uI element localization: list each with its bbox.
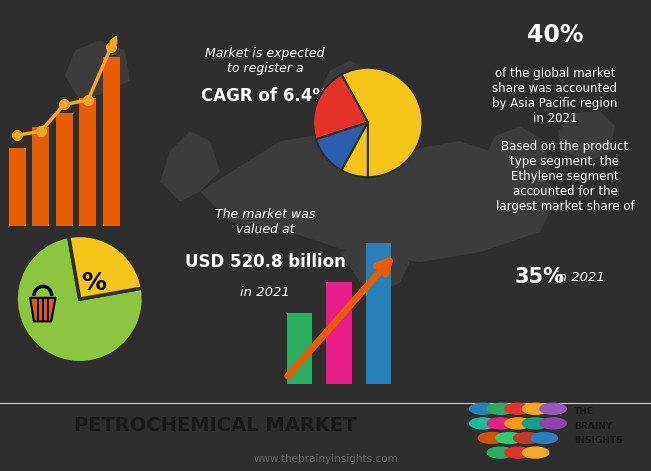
Wedge shape bbox=[69, 236, 143, 299]
Bar bbox=[33, 127, 49, 226]
Text: USD 520.8 billion: USD 520.8 billion bbox=[185, 253, 346, 271]
Polygon shape bbox=[30, 298, 55, 321]
Text: THE: THE bbox=[574, 407, 594, 416]
Wedge shape bbox=[342, 122, 368, 177]
Polygon shape bbox=[160, 131, 220, 202]
Circle shape bbox=[496, 432, 522, 444]
Circle shape bbox=[522, 403, 549, 414]
Text: INSIGHTS: INSIGHTS bbox=[574, 437, 623, 446]
Circle shape bbox=[540, 418, 566, 429]
Circle shape bbox=[505, 447, 531, 458]
Circle shape bbox=[487, 447, 514, 458]
Polygon shape bbox=[485, 126, 550, 192]
Bar bbox=[9, 148, 26, 226]
Circle shape bbox=[531, 432, 557, 444]
Polygon shape bbox=[340, 247, 410, 292]
Circle shape bbox=[469, 418, 496, 429]
Bar bbox=[79, 98, 96, 226]
Text: 35%: 35% bbox=[515, 268, 565, 287]
Text: %: % bbox=[81, 271, 106, 295]
Polygon shape bbox=[558, 111, 615, 162]
FancyArrowPatch shape bbox=[288, 261, 389, 376]
Bar bbox=[366, 243, 391, 384]
Circle shape bbox=[505, 403, 531, 414]
Text: of the global market
share was accounted
by Asia Pacific region
in 2021: of the global market share was accounted… bbox=[492, 67, 618, 125]
Circle shape bbox=[522, 447, 549, 458]
Circle shape bbox=[487, 403, 514, 414]
Polygon shape bbox=[200, 131, 560, 262]
Bar bbox=[287, 313, 312, 384]
Bar bbox=[326, 282, 352, 384]
Polygon shape bbox=[460, 203, 520, 242]
Circle shape bbox=[469, 403, 496, 414]
Text: in 2021: in 2021 bbox=[555, 271, 605, 284]
Circle shape bbox=[514, 432, 540, 444]
Circle shape bbox=[487, 418, 514, 429]
Circle shape bbox=[505, 418, 531, 429]
Polygon shape bbox=[65, 41, 130, 101]
Text: 40%: 40% bbox=[527, 23, 583, 47]
Circle shape bbox=[478, 432, 505, 444]
Text: BRAINY: BRAINY bbox=[574, 422, 613, 431]
Wedge shape bbox=[16, 236, 143, 363]
Wedge shape bbox=[316, 122, 368, 171]
Bar bbox=[103, 57, 120, 226]
Bar bbox=[56, 113, 73, 226]
Text: Market is expected
to register a: Market is expected to register a bbox=[205, 47, 325, 74]
Text: PETROCHEMICAL MARKET: PETROCHEMICAL MARKET bbox=[74, 416, 356, 435]
Text: CAGR of 6.4%: CAGR of 6.4% bbox=[201, 87, 329, 105]
Text: Based on the product
type segment, the
Ethylene segment
accounted for the
larges: Based on the product type segment, the E… bbox=[495, 140, 634, 213]
Circle shape bbox=[522, 418, 549, 429]
Text: www.thebrainyinsights.com: www.thebrainyinsights.com bbox=[253, 455, 398, 464]
Wedge shape bbox=[313, 74, 368, 139]
Text: The market was
valued at: The market was valued at bbox=[215, 208, 315, 236]
Wedge shape bbox=[342, 68, 422, 177]
Polygon shape bbox=[320, 60, 380, 131]
Text: in 2021: in 2021 bbox=[240, 286, 290, 299]
Circle shape bbox=[540, 403, 566, 414]
